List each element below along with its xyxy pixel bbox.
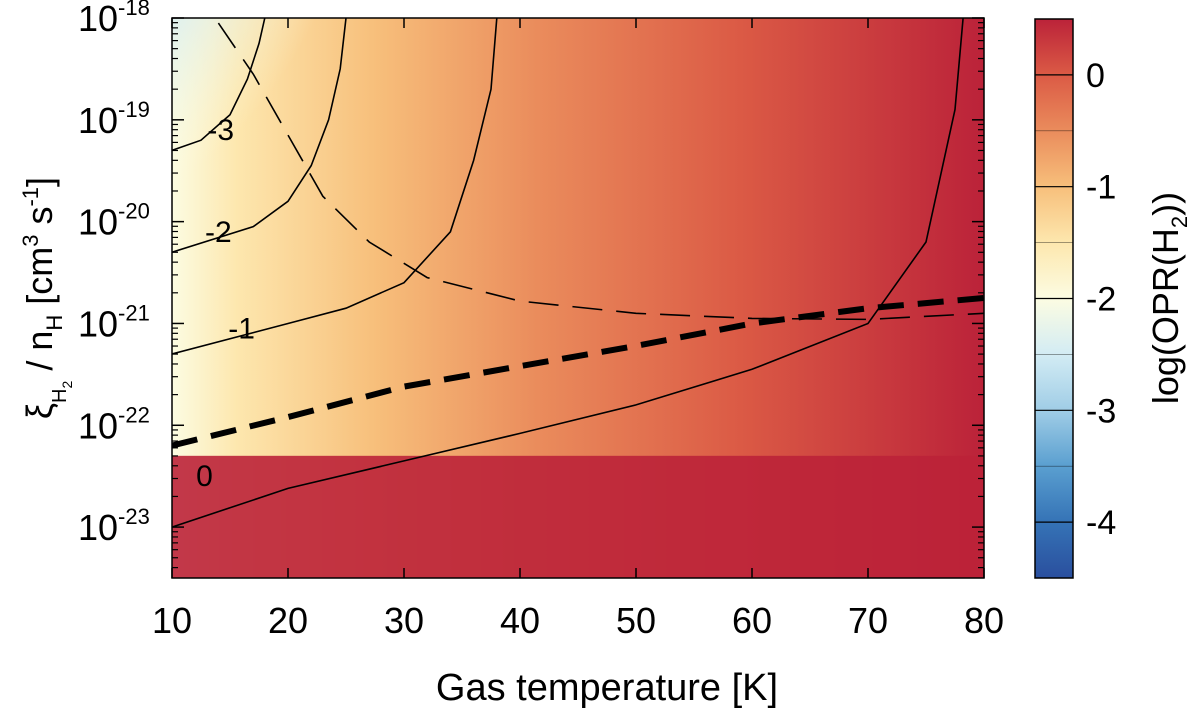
solid-contour-line-0 [172, 18, 964, 528]
plot-frame [171, 17, 985, 579]
contour-label-0: -3 [207, 114, 234, 147]
x-tick-label-7: 80 [964, 600, 1004, 641]
solid-contour-line-3 [172, 18, 266, 152]
y-tick-label-2: 10-20 [78, 199, 150, 243]
colorbar-tick-label-2: -2 [1086, 281, 1116, 319]
colorbar-ticks: 0 -1 -2 -3 -4 [1035, 18, 1116, 579]
contour-lines [172, 18, 984, 528]
y-tick-label-0: 10-18 [78, 0, 150, 39]
y-axis-ticks: 10-18 10-19 10-20 10-21 10-22 10-23 [78, 0, 984, 569]
contour-label-1: -2 [205, 216, 232, 249]
y-tick-label-4: 10-22 [78, 402, 150, 446]
y-tick-label-3: 10-21 [78, 300, 150, 344]
heatmap-cold-region [172, 18, 370, 253]
colorbar-tick-label-4: -4 [1086, 504, 1116, 542]
x-tick-label-0: 10 [152, 600, 192, 641]
colorbar-tick-label-1: -1 [1086, 169, 1116, 207]
plot-area: -3 -2 -1 0 [172, 18, 984, 578]
x-tick-label-4: 50 [616, 600, 656, 641]
solid-contour-line-2 [172, 18, 347, 253]
colorbar: 0 -1 -2 -3 -4 log(OPR(H2)) [1034, 18, 1192, 579]
contour-labels: -3 -2 -1 0 [196, 114, 255, 493]
x-tick-label-1: 20 [268, 600, 308, 641]
contour-label-2: -1 [228, 313, 255, 346]
thick-dashed-line-4 [172, 295, 984, 449]
x-tick-label-6: 70 [848, 600, 888, 641]
colorbar-title: log(OPR(H2)) [1145, 192, 1192, 404]
x-tick-label-3: 40 [500, 600, 540, 641]
x-tick-label-2: 30 [384, 600, 424, 641]
y-axis-title: ξH2 / nH [cm3 s-1] [18, 177, 75, 419]
x-axis-title: Gas temperature [K] [436, 667, 778, 709]
colorbar-tick-label-3: -3 [1086, 392, 1116, 430]
solid-contour-line-1 [172, 18, 498, 355]
x-tick-label-5: 60 [732, 600, 772, 641]
heatmap-lower-region [172, 455, 984, 578]
y-tick-label-1: 10-19 [78, 97, 150, 141]
y-tick-label-5: 10-23 [78, 504, 150, 548]
contour-label-3: 0 [196, 460, 213, 493]
colorbar-tick-label-0: 0 [1086, 57, 1105, 95]
thin-dashed-line-5 [217, 22, 984, 321]
x-axis-ticks: 10 20 30 40 50 60 70 80 [152, 18, 1004, 641]
